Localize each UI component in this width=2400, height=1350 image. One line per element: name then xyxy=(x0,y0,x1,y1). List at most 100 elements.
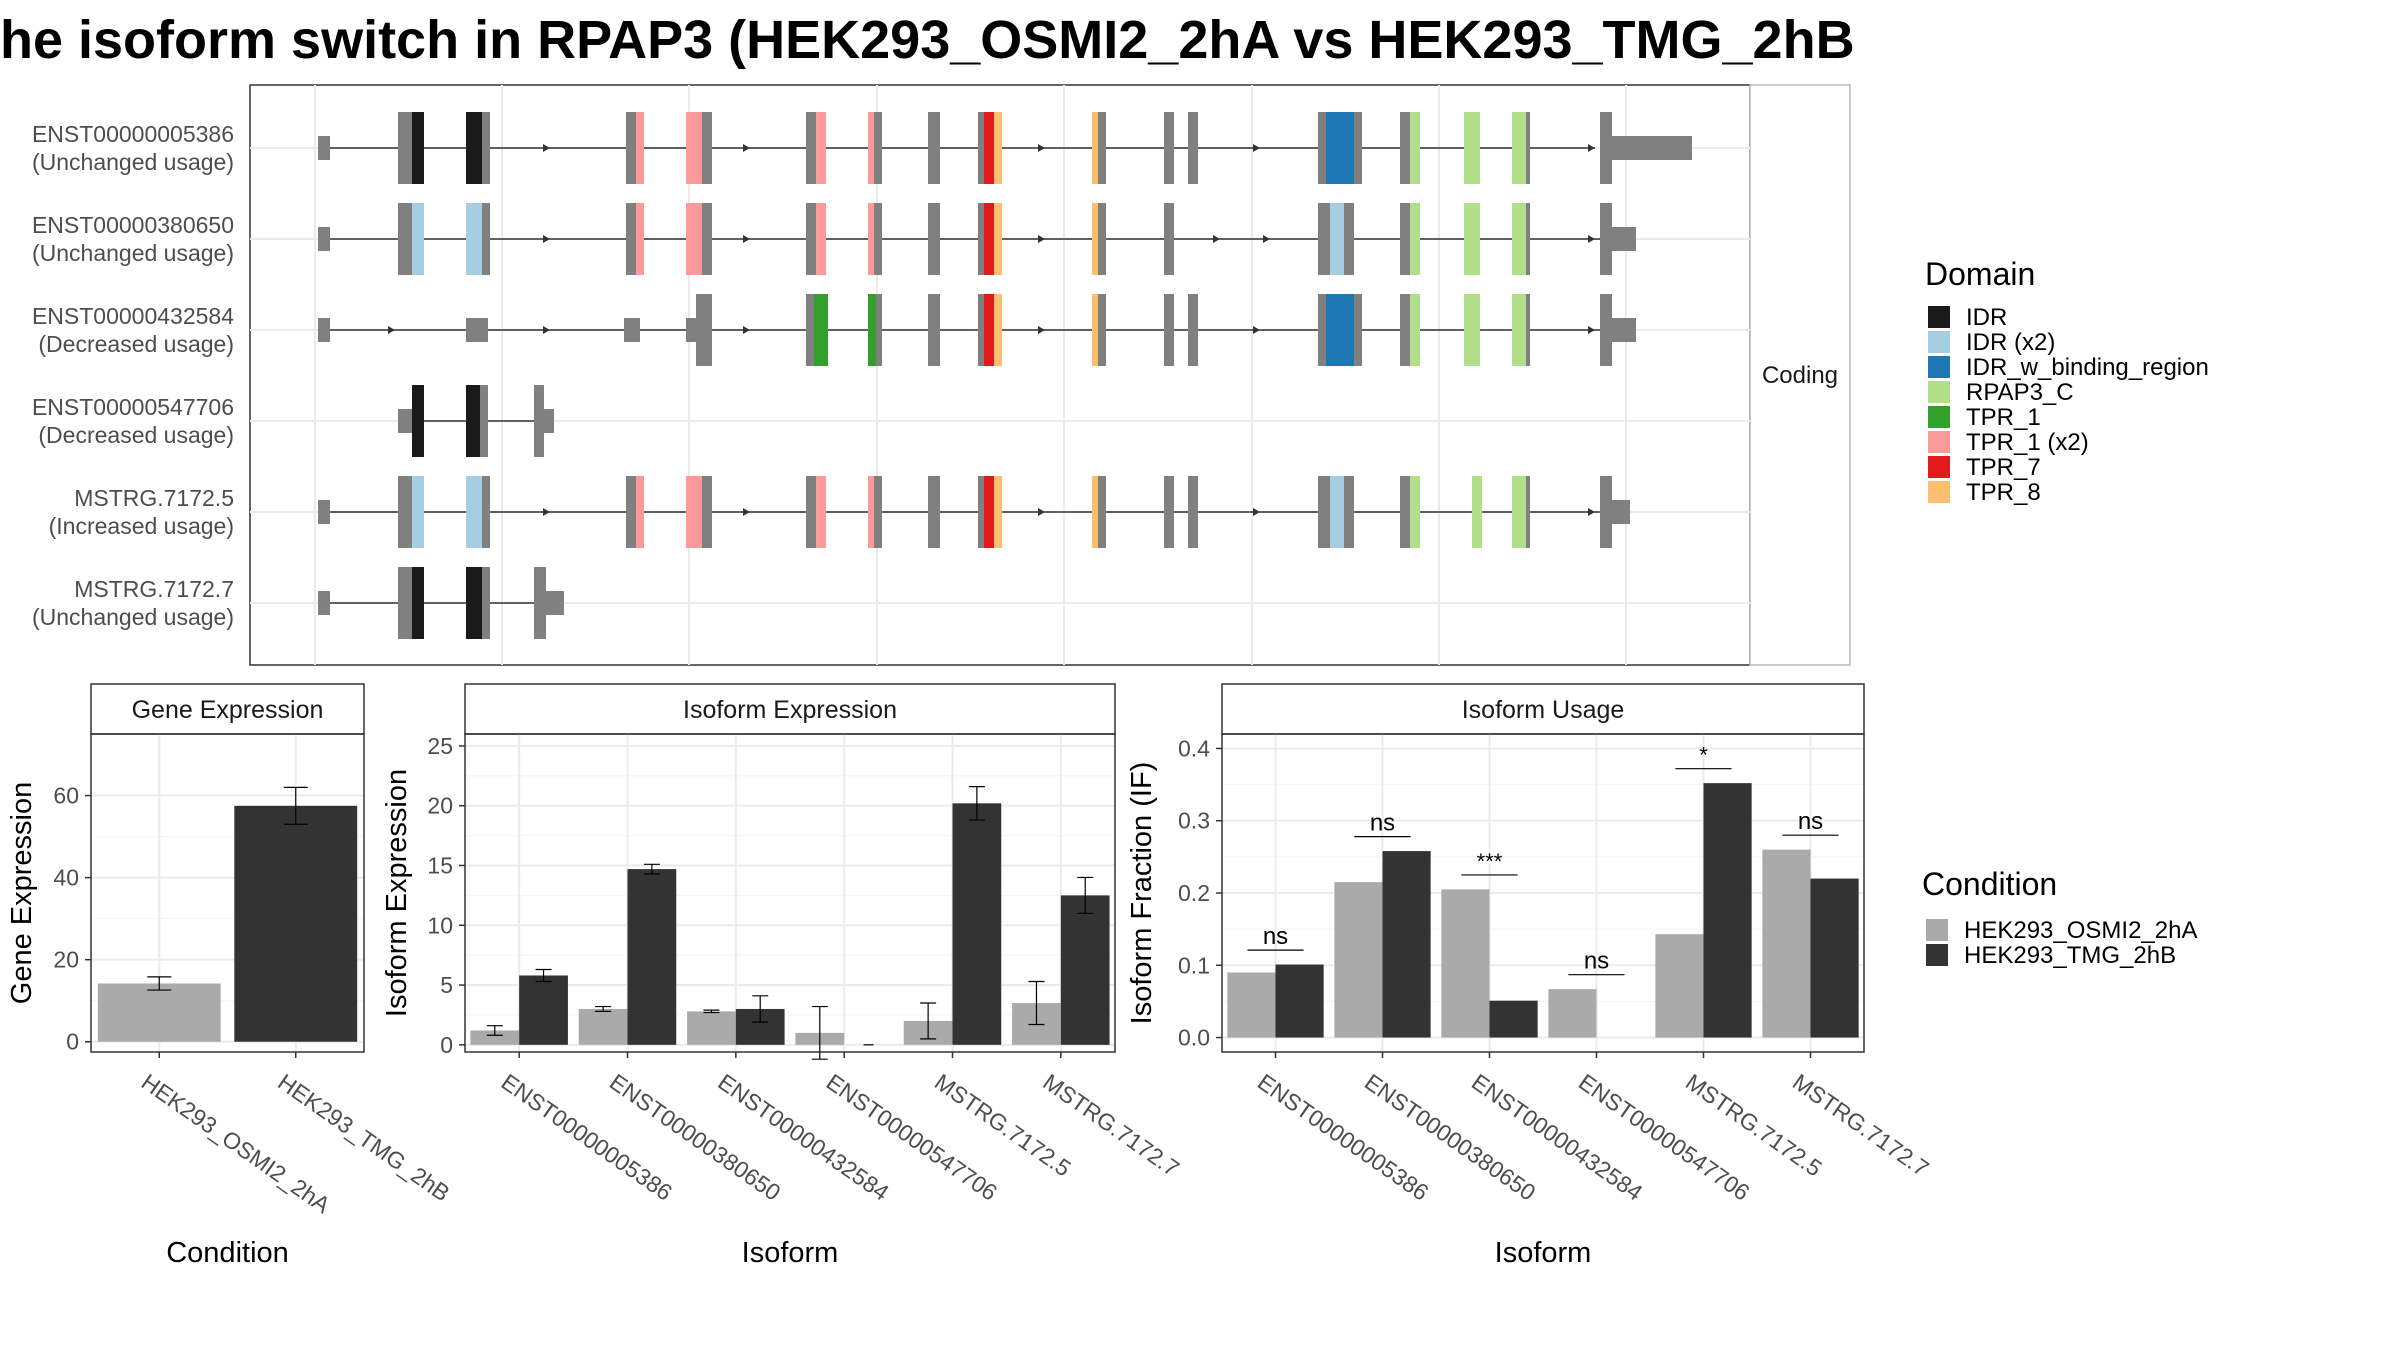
exon-block xyxy=(1526,112,1530,184)
bar xyxy=(1382,851,1431,1038)
y-axis-title: Gene Expression xyxy=(6,782,38,1004)
exon-block xyxy=(686,318,696,342)
x-tick-label: ENST00000005386 xyxy=(1253,1069,1433,1206)
exon-block xyxy=(626,112,636,184)
exon-block xyxy=(1600,112,1612,184)
exon-block xyxy=(398,203,412,275)
exon-block xyxy=(1318,112,1326,184)
exon-block xyxy=(1164,476,1174,548)
bar xyxy=(470,1030,520,1045)
domain-legend-swatch xyxy=(1928,356,1950,378)
x-axis-title: Isoform xyxy=(742,1237,839,1269)
isoform-row-id: MSTRG.7172.7 xyxy=(74,576,234,602)
y-tick-label: 20 xyxy=(53,947,79,973)
isoform-row-id: ENST00000005386 xyxy=(32,121,234,147)
isoform-row-usage: (Decreased usage) xyxy=(38,331,234,357)
bar xyxy=(1703,783,1752,1038)
structure-facet-label: Coding xyxy=(1762,362,1838,389)
exon-block xyxy=(928,476,940,548)
exon-block xyxy=(480,385,488,457)
exon-block xyxy=(1164,203,1174,275)
exon-block xyxy=(994,476,1002,548)
bar xyxy=(1762,849,1811,1038)
significance-annotations: ns ns *** ns * ns xyxy=(1247,743,1839,976)
exon-block xyxy=(626,203,636,275)
figure-title: he isoform switch in RPAP3 (HEK293_OSMI2… xyxy=(0,10,1855,70)
exon-block xyxy=(874,476,882,548)
exon-block xyxy=(1326,294,1354,366)
exon-block xyxy=(994,294,1002,366)
exon-block xyxy=(466,203,482,275)
y-tick-label: 20 xyxy=(427,793,453,819)
bar xyxy=(1060,895,1110,1045)
condition-legend-swatch xyxy=(1926,919,1948,941)
strand-arrow xyxy=(1038,144,1045,152)
condition-legend-label: HEK293_OSMI2_2hA xyxy=(1964,917,2197,944)
domain-legend-title: Domain xyxy=(1925,256,2035,292)
strand-arrow xyxy=(1038,508,1045,516)
exon-block xyxy=(928,203,940,275)
y-tick-label: 0.1 xyxy=(1178,952,1210,978)
exon-block xyxy=(1326,112,1354,184)
exon-block xyxy=(686,112,702,184)
exon-block xyxy=(978,203,984,275)
y-tick-label: 0.3 xyxy=(1178,808,1210,834)
strand-arrow xyxy=(543,326,550,334)
exon-block xyxy=(1164,112,1174,184)
exon-block xyxy=(978,476,984,548)
chart-bars xyxy=(1227,783,1859,1038)
exon-block xyxy=(482,112,490,184)
isoform-row-usage: (Unchanged usage) xyxy=(32,240,234,266)
exon-block xyxy=(876,294,882,366)
bar xyxy=(578,1008,628,1045)
exon-block xyxy=(1098,203,1106,275)
isoform-row-usage: (Decreased usage) xyxy=(38,422,234,448)
structure-rows xyxy=(318,112,1692,639)
y-axis-title: Isoform Expression xyxy=(381,769,413,1017)
x-tick-label: ENST00000380650 xyxy=(1360,1069,1540,1206)
x-axis-ticks: ENST00000005386ENST00000380650ENST000004… xyxy=(1253,1052,1934,1206)
exon-block xyxy=(1526,203,1530,275)
y-axis-ticks: 0.0 0.1 0.2 0.3 0.4 xyxy=(1178,735,1222,1051)
strand-arrow xyxy=(388,326,395,334)
significance-label: * xyxy=(1699,743,1708,768)
exon-block xyxy=(1612,136,1692,160)
isoform-row-id: ENST00000380650 xyxy=(32,212,234,238)
domain-legend-swatch xyxy=(1928,456,1950,478)
isoform-expression-chart: Isoform Expression 0 5 10 15 20 25 ENST00000005… xyxy=(381,683,1184,1269)
condition-legend-title: Condition xyxy=(1922,866,2057,902)
domain-legend-label: TPR_1 (x2) xyxy=(1966,429,2089,456)
strand-arrow xyxy=(1253,326,1260,334)
bar xyxy=(1275,964,1324,1038)
domain-legend-swatch xyxy=(1928,306,1950,328)
exon-block xyxy=(806,112,816,184)
y-axis-ticks: 0 20 40 60 xyxy=(53,783,91,1055)
domain-legend-label: TPR_7 xyxy=(1966,454,2041,481)
domain-legend-swatch xyxy=(1928,381,1950,403)
strand-arrow xyxy=(1588,326,1595,334)
x-axis-title: Isoform xyxy=(1495,1237,1592,1269)
condition-legend-label: HEK293_TMG_2hB xyxy=(1964,942,2176,969)
bar xyxy=(1489,1000,1538,1038)
y-tick-label: 0 xyxy=(66,1029,79,1055)
isoform-usage-chart: Isoform Usage ns ns *** ns * ns 0.0 0.1 0.2 0.3 0.4… xyxy=(1126,683,1934,1269)
exon-block xyxy=(814,294,828,366)
exon-block xyxy=(874,203,882,275)
exon-block xyxy=(1612,227,1636,251)
isoform-structure-row xyxy=(318,294,1636,366)
exon-block xyxy=(1098,112,1106,184)
x-axis-ticks: ENST00000005386ENST00000380650ENST000004… xyxy=(497,1052,1184,1206)
exon-block xyxy=(984,294,994,366)
exon-block xyxy=(398,112,412,184)
exon-block xyxy=(984,112,994,184)
strand-arrow xyxy=(1588,508,1595,516)
exon-block xyxy=(482,203,490,275)
exon-block xyxy=(412,203,424,275)
exon-block xyxy=(636,203,644,275)
exon-block xyxy=(534,567,546,639)
exon-block xyxy=(984,476,994,548)
isoform-structure-row xyxy=(398,385,554,457)
exon-block xyxy=(702,476,712,548)
